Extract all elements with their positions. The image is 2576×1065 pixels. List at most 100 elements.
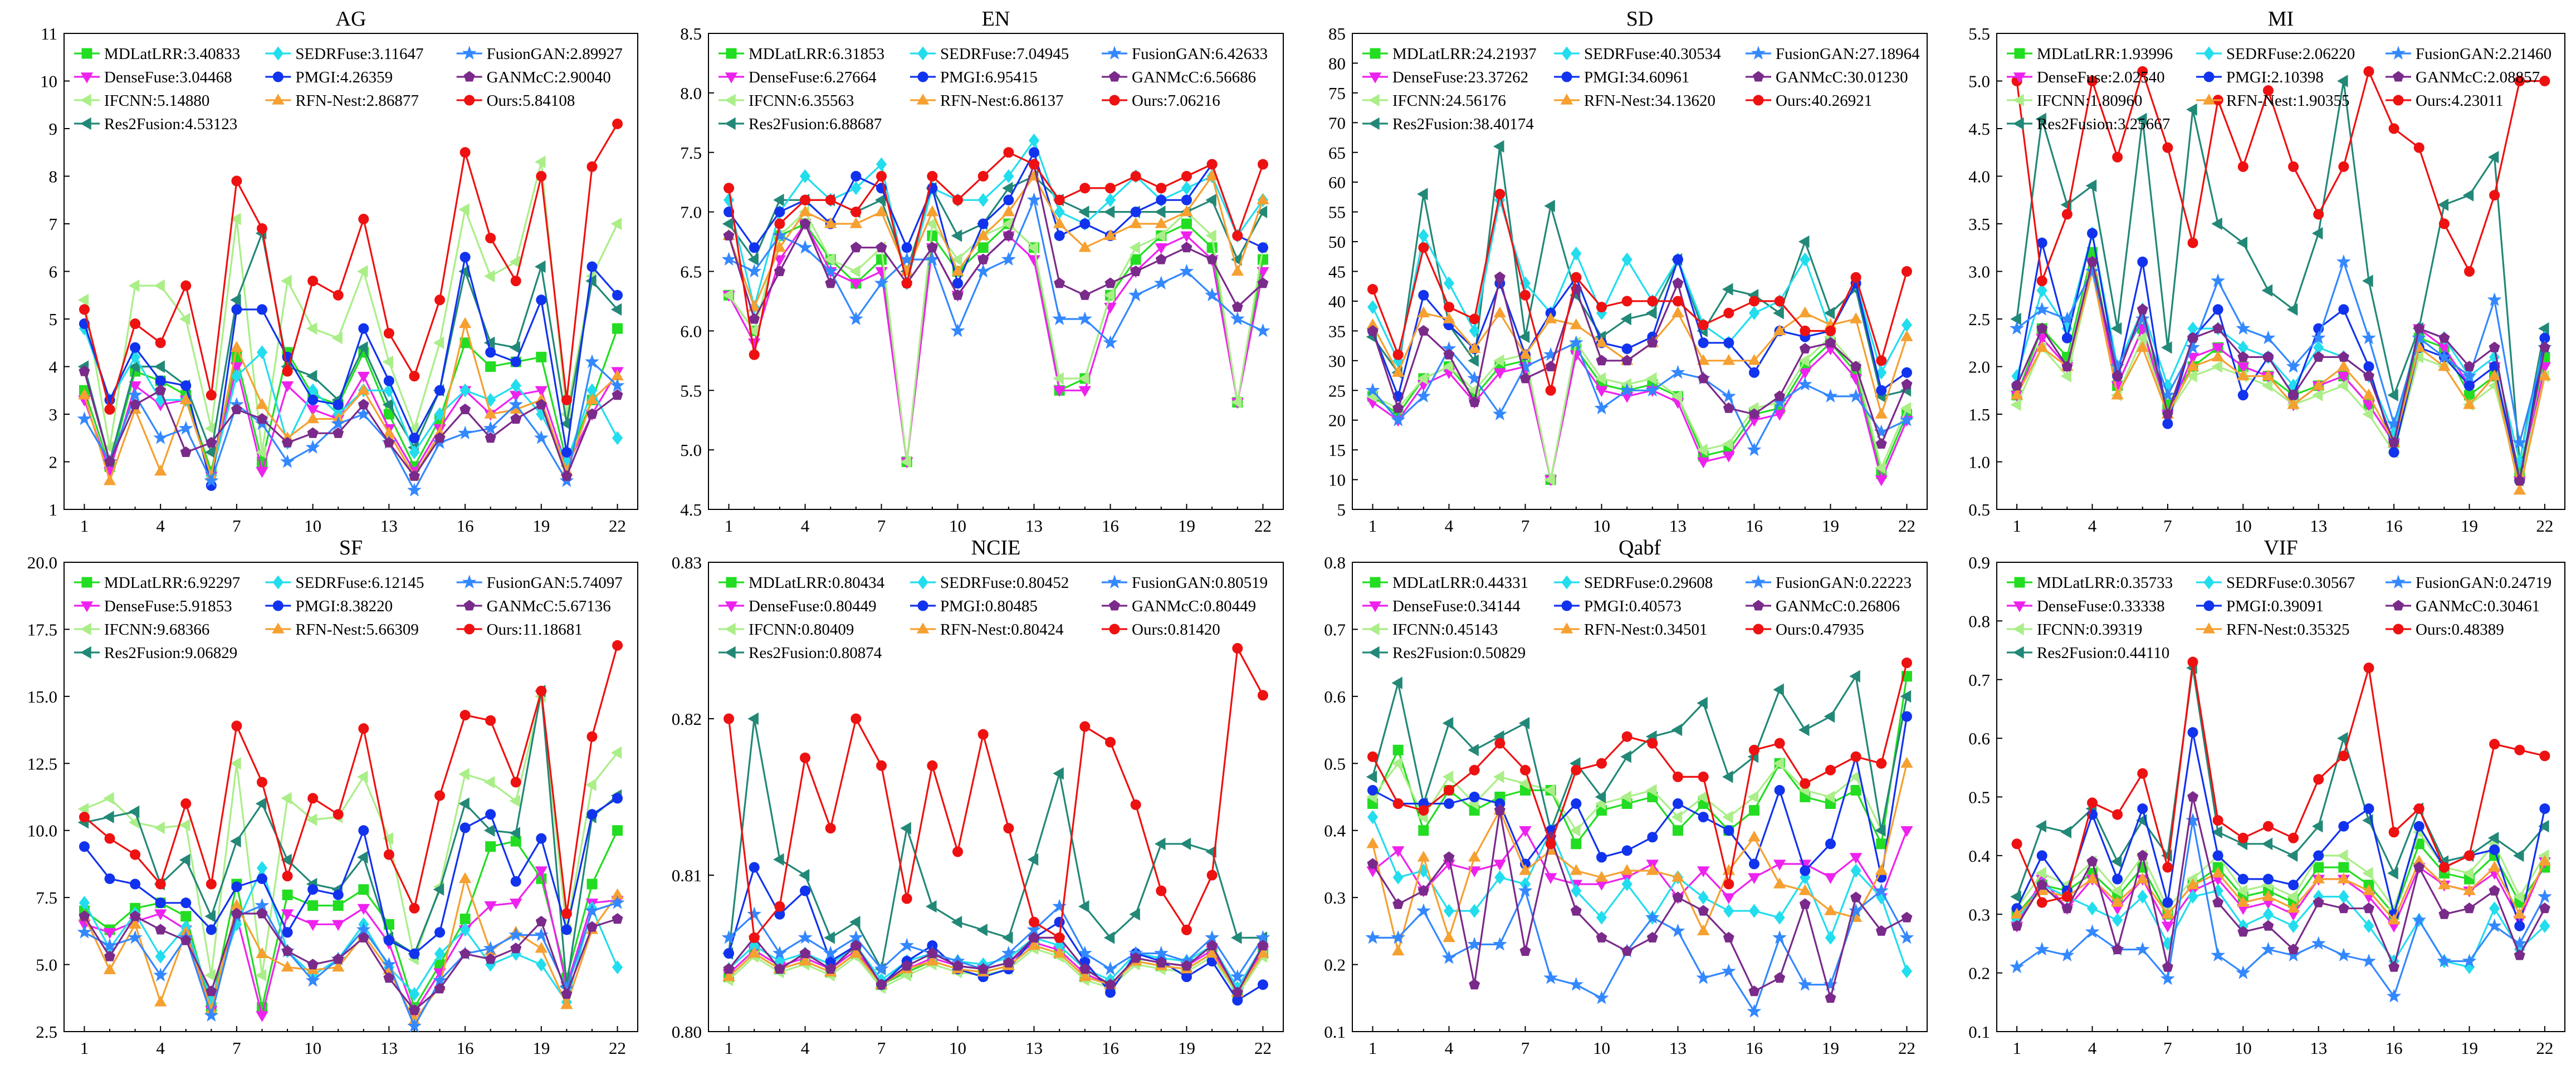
y-tick-label: 0.4 bbox=[1968, 846, 1990, 866]
data-point bbox=[1721, 389, 1736, 403]
data-point bbox=[1130, 799, 1141, 811]
legend-marker bbox=[80, 601, 94, 612]
data-point bbox=[1079, 218, 1091, 229]
data-point bbox=[1053, 946, 1066, 958]
data-point bbox=[2539, 902, 2550, 914]
x-tick-label: 22 bbox=[609, 1038, 626, 1058]
data-point bbox=[2338, 862, 2349, 873]
data-point bbox=[154, 360, 165, 373]
data-point bbox=[2437, 953, 2452, 968]
data-point bbox=[458, 768, 470, 781]
data-point bbox=[1901, 318, 1913, 332]
data-point bbox=[1748, 354, 1761, 365]
data-point bbox=[2413, 861, 2425, 872]
data-point bbox=[1103, 961, 1118, 975]
series-line bbox=[83, 256, 618, 487]
data-point bbox=[1002, 181, 1013, 195]
data-point bbox=[1698, 905, 1709, 916]
data-point bbox=[2212, 322, 2224, 333]
data-point bbox=[2337, 732, 2348, 745]
legend-label: FusionGAN:6.42633 bbox=[1132, 45, 1268, 63]
data-point bbox=[460, 710, 471, 721]
data-point bbox=[2286, 849, 2298, 862]
data-point bbox=[458, 317, 472, 328]
data-point bbox=[1875, 408, 1888, 419]
data-point bbox=[483, 824, 495, 837]
data-point bbox=[1365, 382, 1380, 397]
data-point bbox=[612, 323, 623, 334]
data-point bbox=[1900, 330, 1913, 341]
data-point bbox=[281, 909, 294, 920]
y-tick-label: 80 bbox=[1328, 53, 1346, 73]
data-point bbox=[1748, 296, 1759, 307]
data-point bbox=[977, 242, 989, 253]
data-point bbox=[1027, 192, 1042, 207]
legend-label: GANMcC:2.90040 bbox=[487, 68, 611, 86]
x-tick-label: 1 bbox=[1368, 1038, 1377, 1058]
data-point bbox=[1156, 183, 1167, 194]
series-densefuse bbox=[722, 219, 1269, 469]
data-point bbox=[534, 430, 549, 444]
legend-label: MDLatLRR:3.40833 bbox=[104, 45, 240, 63]
data-point bbox=[2135, 331, 2147, 345]
data-point bbox=[901, 242, 912, 253]
data-point bbox=[1620, 864, 1634, 875]
data-point bbox=[306, 405, 319, 416]
data-point bbox=[1367, 300, 1379, 315]
data-point bbox=[1875, 864, 1888, 875]
legend-label: MDLatLRR:6.31853 bbox=[749, 45, 884, 63]
legend-label: IFCNN:9.68366 bbox=[104, 621, 209, 639]
data-point bbox=[255, 797, 267, 810]
data-point bbox=[1077, 311, 1092, 325]
data-point bbox=[307, 793, 319, 804]
data-point bbox=[483, 269, 495, 283]
data-point bbox=[1441, 950, 1456, 964]
data-point bbox=[2462, 867, 2474, 880]
data-point bbox=[2288, 161, 2299, 172]
x-tick-label: 4 bbox=[2088, 1038, 2097, 1058]
data-point bbox=[2187, 332, 2199, 343]
data-point bbox=[1722, 893, 1736, 904]
data-point bbox=[2362, 867, 2373, 880]
data-point bbox=[2286, 359, 2301, 373]
legend-label: MDLatLRR:0.44331 bbox=[1392, 574, 1528, 592]
series-mdlatlrr bbox=[724, 218, 1268, 467]
data-point bbox=[1570, 905, 1582, 916]
data-point bbox=[2261, 330, 2276, 345]
legend-marker bbox=[2013, 94, 2024, 107]
data-point bbox=[333, 953, 344, 964]
data-point bbox=[2010, 388, 2023, 400]
data-point bbox=[1179, 263, 1194, 278]
data-point bbox=[2463, 380, 2475, 391]
data-point bbox=[256, 947, 268, 958]
data-point bbox=[2514, 920, 2525, 931]
y-tick-label: 1 bbox=[49, 500, 58, 519]
y-tick-label: 4.5 bbox=[680, 500, 702, 519]
data-point bbox=[1205, 229, 1216, 242]
y-tick-label: 5 bbox=[49, 310, 58, 329]
data-point bbox=[153, 968, 168, 981]
data-point bbox=[1823, 389, 1838, 403]
data-point bbox=[1774, 738, 1785, 749]
data-point bbox=[1417, 851, 1430, 862]
data-point bbox=[2338, 821, 2349, 832]
data-point bbox=[876, 760, 887, 771]
data-point bbox=[103, 811, 114, 823]
data-point bbox=[2212, 815, 2223, 826]
data-point bbox=[2212, 304, 2223, 315]
data-point bbox=[1646, 307, 1657, 320]
data-point bbox=[2036, 322, 2048, 333]
data-point bbox=[2110, 884, 2122, 897]
legend-marker bbox=[1370, 577, 1381, 588]
data-point bbox=[2035, 302, 2050, 316]
data-point bbox=[2313, 862, 2324, 873]
legend-label: Res2Fusion:9.06829 bbox=[104, 644, 237, 662]
data-point bbox=[1232, 643, 1243, 654]
legend: MDLatLRR:6.92297 SEDRFuse:6.12145 FusionGA… bbox=[74, 574, 623, 662]
data-point bbox=[1774, 910, 1785, 925]
legend-label: Ours:5.84108 bbox=[487, 92, 575, 110]
data-point bbox=[2489, 844, 2500, 855]
data-point bbox=[2538, 819, 2549, 833]
data-point bbox=[485, 809, 496, 820]
data-point bbox=[1028, 147, 1039, 158]
